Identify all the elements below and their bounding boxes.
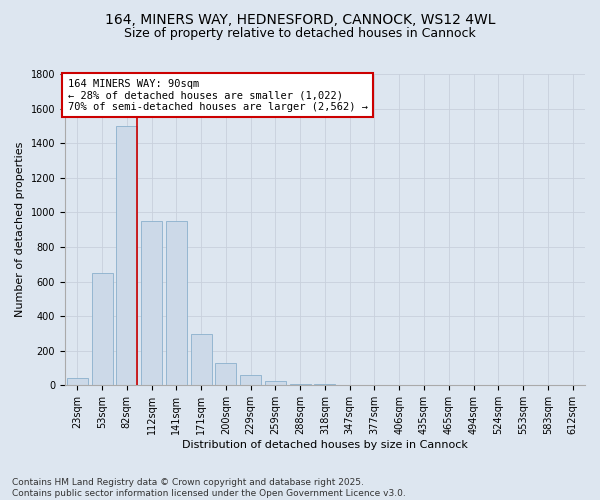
Bar [265,381,286,386]
X-axis label: Distribution of detached houses by size in Cannock: Distribution of detached houses by size … [182,440,468,450]
Bar [215,363,236,386]
Bar [314,384,335,386]
Bar [191,334,212,386]
Bar [116,126,137,386]
Text: 164 MINERS WAY: 90sqm
← 28% of detached houses are smaller (1,022)
70% of semi-d: 164 MINERS WAY: 90sqm ← 28% of detached … [68,78,368,112]
Bar [141,221,162,386]
Text: Size of property relative to detached houses in Cannock: Size of property relative to detached ho… [124,28,476,40]
Bar [67,378,88,386]
Y-axis label: Number of detached properties: Number of detached properties [15,142,25,318]
Bar [240,375,261,386]
Text: 164, MINERS WAY, HEDNESFORD, CANNOCK, WS12 4WL: 164, MINERS WAY, HEDNESFORD, CANNOCK, WS… [105,12,495,26]
Bar [290,384,311,386]
Text: Contains HM Land Registry data © Crown copyright and database right 2025.
Contai: Contains HM Land Registry data © Crown c… [12,478,406,498]
Bar [166,221,187,386]
Bar [92,273,113,386]
